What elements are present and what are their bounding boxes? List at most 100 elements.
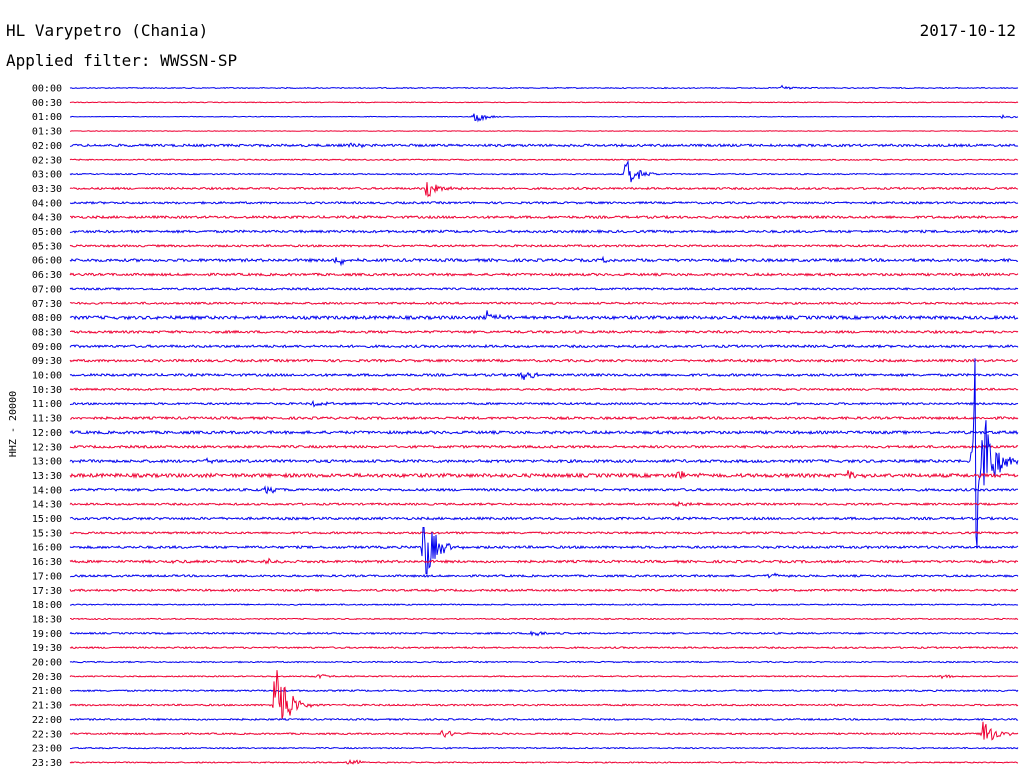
seismic-trace-2130 (69, 670, 1019, 720)
time-tick-label: 01:00 (32, 112, 62, 123)
time-tick-label: 14:30 (32, 500, 62, 511)
seismic-trace-1930 (69, 645, 1019, 650)
time-tick-label: 18:00 (32, 600, 62, 611)
seismic-trace-0030 (69, 101, 1019, 104)
time-tick-label: 11:00 (32, 399, 62, 410)
seismic-trace-1800 (70, 603, 1019, 606)
seismic-trace-0400 (69, 200, 1019, 205)
time-tick-label: 17:30 (32, 586, 62, 597)
time-tick-label: 19:30 (32, 643, 62, 654)
time-tick-label: 04:00 (32, 198, 62, 209)
seismic-trace-1900 (69, 630, 1019, 637)
seismic-trace-1430 (69, 500, 1019, 508)
seismic-trace-1500 (69, 516, 1019, 521)
time-tick-label: 03:00 (32, 170, 62, 181)
time-tick-label: 16:30 (32, 557, 62, 568)
seismic-trace-1730 (69, 588, 1019, 593)
time-tick-label: 01:30 (32, 127, 62, 138)
time-tick-label: 12:30 (32, 442, 62, 453)
seismic-trace-0600 (69, 255, 1019, 267)
time-tick-labels: 00:00 00:30 01:00 01:30 02:00 02:30 03:00 03:30… (32, 84, 62, 769)
time-tick-label: 04:30 (32, 213, 62, 224)
time-tick-label: 23:30 (32, 758, 62, 769)
time-tick-label: 08:30 (32, 327, 62, 338)
time-tick-label: 10:00 (32, 371, 62, 382)
seismic-trace-0100 (69, 113, 1019, 123)
time-tick-label: 12:00 (32, 428, 62, 439)
time-tick-label: 13:00 (32, 457, 62, 468)
time-tick-label: 18:30 (32, 614, 62, 625)
seismic-trace-2330 (69, 759, 1019, 765)
time-tick-label: 23:00 (32, 744, 62, 755)
time-tick-label: 07:30 (32, 299, 62, 310)
time-tick-label: 10:30 (32, 385, 62, 396)
seismic-trace-0730 (69, 301, 1019, 306)
seismic-trace-1000 (69, 371, 1019, 381)
seismic-trace-0130 (69, 130, 1019, 132)
station-title: HL Varypetro (Chania) (6, 21, 208, 40)
time-tick-label: 22:00 (32, 715, 62, 726)
seismic-trace-0800 (69, 310, 1019, 321)
seismic-trace-1030 (69, 387, 1019, 392)
time-tick-label: 11:30 (32, 414, 62, 425)
seismic-traces (69, 84, 1019, 765)
filter-label: Applied filter: WWSSN-SP (6, 51, 237, 70)
time-tick-label: 16:00 (32, 543, 62, 554)
time-tick-label: 15:30 (32, 528, 62, 539)
seismic-trace-0200 (69, 142, 1019, 149)
seismic-trace-0430 (70, 214, 1019, 220)
time-tick-label: 20:30 (32, 672, 62, 683)
seismic-trace-0700 (69, 286, 1019, 291)
time-tick-label: 09:30 (32, 356, 62, 367)
seismic-trace-1300 (69, 358, 1019, 547)
time-tick-label: 08:00 (32, 313, 62, 324)
time-tick-label: 19:00 (32, 629, 62, 640)
seismic-trace-1330 (69, 470, 1019, 480)
seismic-trace-1400 (69, 485, 1018, 495)
seismic-trace-1700 (69, 572, 1019, 579)
seismic-trace-2300 (69, 746, 1019, 750)
seismic-trace-0900 (69, 343, 1019, 349)
time-tick-label: 05:00 (32, 227, 62, 238)
time-tick-label: 17:00 (32, 571, 62, 582)
time-tick-label: 02:00 (32, 141, 62, 152)
seismic-trace-2230 (69, 721, 1019, 741)
time-tick-label: 13:30 (32, 471, 62, 482)
seismic-trace-0500 (69, 229, 1019, 234)
time-tick-label: 03:30 (32, 184, 62, 195)
seismic-trace-0530 (69, 243, 1019, 248)
seismic-trace-1200 (69, 429, 1019, 436)
time-tick-label: 21:30 (32, 701, 62, 712)
seismic-trace-0630 (69, 272, 1019, 277)
time-tick-label: 20:00 (32, 658, 62, 669)
time-tick-label: 22:30 (32, 729, 62, 740)
seismic-trace-0930 (69, 358, 1019, 363)
time-tick-label: 00:30 (32, 98, 62, 109)
time-tick-label: 15:00 (32, 514, 62, 525)
seismic-trace-1600 (69, 527, 1019, 575)
seismic-trace-0000 (69, 84, 1019, 90)
time-tick-label: 06:30 (32, 270, 62, 281)
time-tick-label: 05:30 (32, 241, 62, 252)
seismic-trace-0830 (69, 329, 1019, 335)
time-tick-label: 09:00 (32, 342, 62, 353)
seismic-trace-2000 (69, 660, 1019, 664)
seismic-trace-2200 (69, 717, 1019, 722)
date-label: 2017-10-12 (920, 21, 1016, 40)
time-tick-label: 21:00 (32, 686, 62, 697)
channel-axis-label: HHZ - 20000 (8, 391, 19, 457)
seismic-trace-2100 (69, 689, 1019, 693)
seismic-trace-0230 (69, 158, 1019, 162)
seismic-trace-0300 (69, 159, 1019, 183)
seismic-trace-1130 (69, 415, 1019, 421)
seismic-trace-1530 (69, 530, 1019, 535)
seismic-trace-0330 (69, 182, 1019, 198)
time-tick-label: 07:00 (32, 284, 62, 295)
seismic-trace-2030 (69, 673, 1019, 680)
time-tick-label: 14:00 (32, 485, 62, 496)
time-tick-label: 02:30 (32, 155, 62, 166)
time-tick-label: 00:00 (32, 84, 62, 95)
seismic-trace-1830 (70, 617, 1019, 621)
